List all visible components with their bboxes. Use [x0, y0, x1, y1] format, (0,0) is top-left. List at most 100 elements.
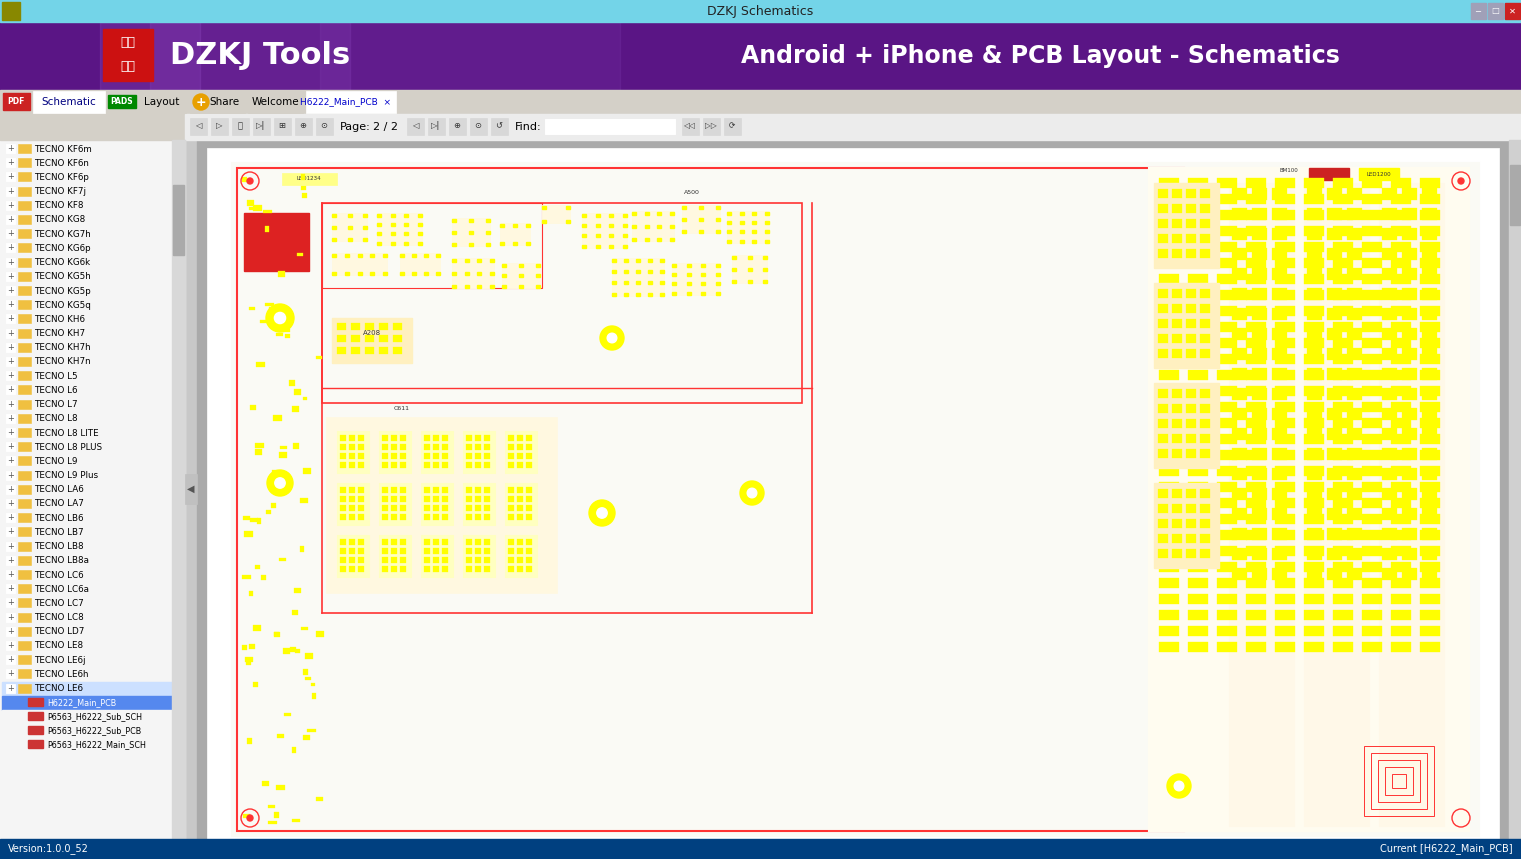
Bar [478, 259, 481, 261]
Bar [1332, 210, 1354, 220]
Bar [1200, 234, 1211, 243]
Bar [6, 271, 15, 281]
Bar [508, 453, 514, 459]
Text: TECNO KH7h: TECNO KH7h [33, 344, 91, 352]
Bar [433, 444, 440, 450]
Bar [382, 548, 388, 554]
Bar [1361, 210, 1383, 220]
Circle shape [747, 488, 757, 498]
Bar [1303, 322, 1323, 332]
Bar [1275, 594, 1294, 604]
Bar [1173, 319, 1182, 328]
Text: +: + [8, 669, 14, 679]
Bar [382, 462, 388, 468]
Text: TECNO KH7: TECNO KH7 [33, 329, 85, 338]
Bar [1252, 548, 1267, 560]
Text: +: + [8, 414, 14, 423]
Text: TECNO LC6a: TECNO LC6a [33, 585, 90, 594]
Bar [1186, 219, 1196, 228]
Text: TECNO LA7: TECNO LA7 [33, 499, 84, 509]
Bar [1383, 308, 1396, 320]
Bar [443, 462, 449, 468]
Bar [348, 487, 354, 493]
Bar [1186, 504, 1196, 513]
Bar [1402, 568, 1418, 580]
Bar [1392, 594, 1411, 604]
Bar [672, 264, 675, 266]
Text: TECNO L8 PLUS: TECNO L8 PLUS [33, 442, 102, 452]
Bar [6, 201, 15, 210]
Bar [1332, 402, 1354, 412]
Text: TECNO L7: TECNO L7 [33, 400, 78, 409]
Bar [301, 174, 306, 180]
Bar [6, 570, 15, 579]
Bar [1402, 488, 1418, 500]
Bar [405, 232, 408, 235]
Circle shape [275, 478, 286, 488]
Bar [1422, 408, 1437, 420]
Bar [322, 203, 802, 403]
Bar [490, 271, 494, 275]
Bar [18, 612, 30, 622]
Text: TECNO L9: TECNO L9 [33, 457, 78, 466]
Bar [478, 284, 481, 288]
Bar [443, 444, 449, 450]
Bar [724, 118, 741, 135]
Bar [316, 356, 322, 359]
Bar [1392, 774, 1405, 788]
Bar [1326, 528, 1342, 540]
Bar [1275, 562, 1294, 572]
Text: TECNO KG6k: TECNO KG6k [33, 258, 90, 267]
Bar [1188, 322, 1208, 332]
Bar [764, 255, 767, 259]
Text: TECNO LC8: TECNO LC8 [33, 613, 84, 622]
Bar [610, 235, 613, 237]
Bar [18, 329, 30, 338]
Bar [1307, 468, 1322, 480]
Bar [1200, 304, 1211, 313]
Bar [452, 218, 490, 246]
Bar [252, 625, 262, 631]
Bar [465, 505, 472, 511]
Bar [1188, 530, 1208, 540]
Bar [1307, 188, 1322, 200]
Bar [1422, 288, 1437, 300]
Bar [526, 453, 532, 459]
Bar [1348, 228, 1361, 240]
Bar [443, 539, 449, 545]
Bar [1392, 562, 1411, 572]
Bar [243, 213, 309, 271]
Bar [1275, 418, 1294, 428]
Bar [1348, 388, 1361, 400]
Bar [266, 510, 271, 514]
Bar [1392, 482, 1411, 492]
Bar [596, 214, 599, 216]
Bar [500, 223, 503, 227]
Bar [1217, 434, 1237, 444]
Bar [377, 214, 380, 216]
Bar [610, 214, 613, 216]
Bar [1422, 528, 1437, 540]
Bar [1252, 528, 1267, 540]
Bar [1303, 242, 1323, 252]
Bar [341, 444, 345, 450]
Bar [517, 548, 523, 554]
Bar [517, 435, 523, 441]
Bar [424, 271, 427, 275]
Bar [274, 632, 278, 636]
Bar [1303, 482, 1323, 492]
Bar [341, 435, 345, 441]
Bar [535, 274, 540, 277]
Text: +: + [8, 186, 14, 196]
Bar [1173, 304, 1182, 313]
Bar [1275, 194, 1294, 204]
Bar [686, 264, 691, 266]
Bar [433, 566, 440, 572]
Bar [732, 279, 736, 283]
Bar [1307, 328, 1322, 340]
Bar [263, 210, 272, 213]
Bar [437, 271, 440, 275]
Bar [1159, 562, 1179, 572]
Bar [1402, 268, 1418, 280]
Bar [246, 662, 251, 665]
